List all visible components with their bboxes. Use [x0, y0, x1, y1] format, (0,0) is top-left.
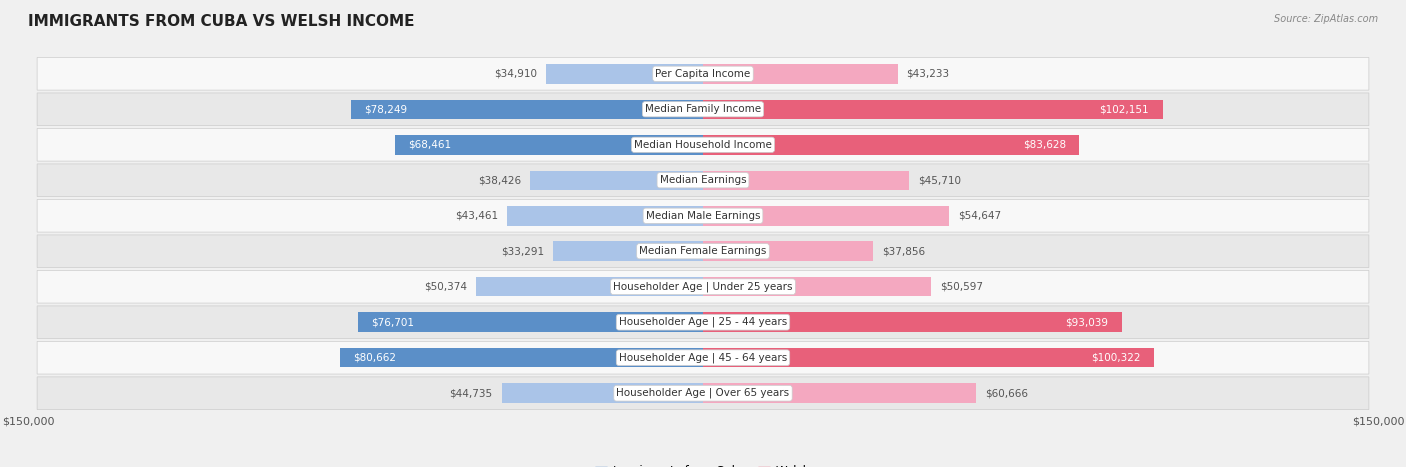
Legend: Immigrants from Cuba, Welsh: Immigrants from Cuba, Welsh [591, 460, 815, 467]
Text: Householder Age | Over 65 years: Householder Age | Over 65 years [616, 388, 790, 398]
Text: Median Male Earnings: Median Male Earnings [645, 211, 761, 221]
Text: $80,662: $80,662 [353, 353, 396, 363]
Text: Householder Age | 45 - 64 years: Householder Age | 45 - 64 years [619, 353, 787, 363]
Text: $83,628: $83,628 [1022, 140, 1066, 150]
FancyBboxPatch shape [37, 128, 1369, 161]
Text: Median Female Earnings: Median Female Earnings [640, 246, 766, 256]
FancyBboxPatch shape [37, 57, 1369, 90]
Text: $68,461: $68,461 [409, 140, 451, 150]
Bar [530, 170, 703, 190]
Text: Median Household Income: Median Household Income [634, 140, 772, 150]
Text: $78,249: $78,249 [364, 104, 408, 114]
Text: $54,647: $54,647 [957, 211, 1001, 221]
Bar [546, 64, 703, 84]
Bar [340, 348, 703, 368]
Text: $50,374: $50,374 [425, 282, 467, 292]
Bar [703, 277, 931, 297]
FancyBboxPatch shape [37, 164, 1369, 197]
Text: $102,151: $102,151 [1099, 104, 1149, 114]
Text: $34,910: $34,910 [494, 69, 537, 79]
Bar [553, 241, 703, 261]
FancyBboxPatch shape [37, 341, 1369, 374]
Bar [703, 241, 873, 261]
Text: $43,461: $43,461 [456, 211, 499, 221]
Bar [703, 312, 1122, 332]
Text: $33,291: $33,291 [501, 246, 544, 256]
Text: Householder Age | 25 - 44 years: Householder Age | 25 - 44 years [619, 317, 787, 327]
Text: Median Family Income: Median Family Income [645, 104, 761, 114]
FancyBboxPatch shape [37, 377, 1369, 410]
Text: IMMIGRANTS FROM CUBA VS WELSH INCOME: IMMIGRANTS FROM CUBA VS WELSH INCOME [28, 14, 415, 29]
Bar [703, 64, 897, 84]
Bar [703, 99, 1163, 119]
Text: Per Capita Income: Per Capita Income [655, 69, 751, 79]
Text: Median Earnings: Median Earnings [659, 175, 747, 185]
Text: $93,039: $93,039 [1066, 317, 1108, 327]
Bar [502, 383, 703, 403]
FancyBboxPatch shape [37, 235, 1369, 268]
Bar [703, 348, 1154, 368]
Bar [477, 277, 703, 297]
Bar [703, 135, 1080, 155]
Text: $38,426: $38,426 [478, 175, 522, 185]
Text: $43,233: $43,233 [907, 69, 949, 79]
FancyBboxPatch shape [37, 270, 1369, 303]
Bar [703, 206, 949, 226]
Bar [395, 135, 703, 155]
Bar [508, 206, 703, 226]
Text: Source: ZipAtlas.com: Source: ZipAtlas.com [1274, 14, 1378, 24]
Text: $44,735: $44,735 [450, 388, 492, 398]
FancyBboxPatch shape [37, 306, 1369, 339]
Bar [352, 99, 703, 119]
Bar [359, 312, 703, 332]
Bar [703, 383, 976, 403]
FancyBboxPatch shape [37, 199, 1369, 232]
Text: $76,701: $76,701 [371, 317, 415, 327]
Text: $60,666: $60,666 [986, 388, 1028, 398]
Bar [703, 170, 908, 190]
Text: $50,597: $50,597 [939, 282, 983, 292]
FancyBboxPatch shape [37, 93, 1369, 126]
Text: $100,322: $100,322 [1091, 353, 1140, 363]
Text: $37,856: $37,856 [883, 246, 925, 256]
Text: $45,710: $45,710 [918, 175, 960, 185]
Text: Householder Age | Under 25 years: Householder Age | Under 25 years [613, 282, 793, 292]
